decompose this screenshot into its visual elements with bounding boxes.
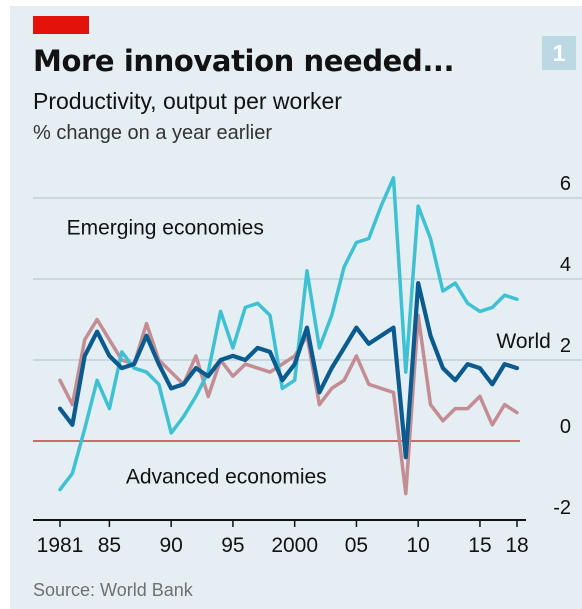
x-tick-label: 05 <box>345 534 368 557</box>
y-tick-label: -2 <box>553 497 571 519</box>
x-tick-label: 10 <box>407 534 430 557</box>
x-tick-label: 90 <box>159 534 182 557</box>
x-tick-label: 18 <box>505 534 528 557</box>
series-label: Emerging economies <box>67 216 264 239</box>
series-label: World <box>496 330 550 353</box>
x-tick-label: 1981 <box>37 534 84 557</box>
y-tick-label: 0 <box>560 416 571 438</box>
y-tick-label: 6 <box>560 173 571 195</box>
series-label: Advanced economies <box>126 466 327 489</box>
x-tick-label: 2000 <box>271 534 318 557</box>
x-tick-label: 95 <box>221 534 244 557</box>
axes: -2 0 2 4 6 1981 85 90 95 2000 05 10 15 18 <box>33 173 571 557</box>
chart-units-label: % change on a year earlier <box>33 122 273 144</box>
x-tick-label: 15 <box>468 534 491 557</box>
chart-title: More innovation needed... <box>33 44 455 78</box>
source-note: Source: World Bank <box>33 580 193 600</box>
series-line <box>57 281 520 460</box>
x-tick-label: 85 <box>98 534 121 557</box>
series-labels: Emerging economies World Advanced economie… <box>67 216 551 488</box>
chart-subtitle: Productivity, output per worker <box>33 88 342 114</box>
red-tag-logo <box>33 16 89 34</box>
series-lines <box>57 176 520 496</box>
chart-number-badge: 1 <box>542 36 576 70</box>
y-tick-label: 2 <box>560 335 571 357</box>
series-line <box>58 176 519 492</box>
y-tick-label: 4 <box>560 254 571 276</box>
